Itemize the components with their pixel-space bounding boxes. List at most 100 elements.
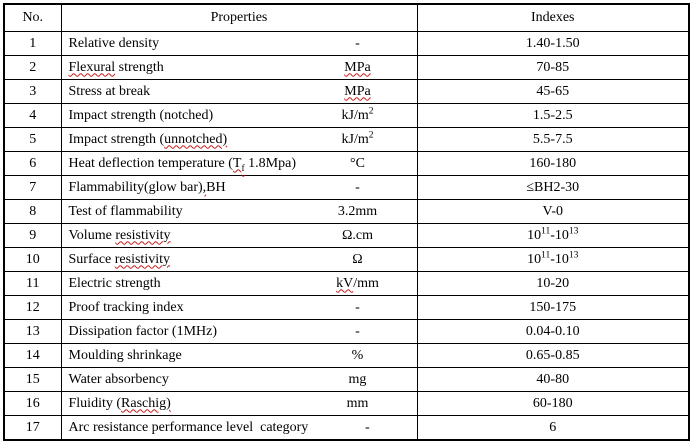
index-value: V-0 bbox=[416, 199, 690, 224]
property-cell: Impact strength (notched) kJ/m2 bbox=[60, 103, 418, 128]
text-fragment: 2 bbox=[368, 105, 374, 116]
text-fragment: Volume bbox=[68, 227, 116, 243]
text-fragment: 60-180 bbox=[532, 395, 573, 411]
property-unit: - bbox=[299, 180, 417, 196]
misspelled-text: T bbox=[232, 155, 242, 171]
row-number: 7 bbox=[3, 175, 62, 200]
property-name: Surface resistivity bbox=[62, 252, 299, 268]
property-cell: Moulding shrinkage% bbox=[60, 343, 418, 368]
property-cell: Flexural strength MPa bbox=[60, 55, 418, 80]
text-fragment: Impact strength ( bbox=[68, 131, 165, 147]
misspelled-text: f bbox=[241, 163, 245, 174]
row-number: 13 bbox=[3, 319, 62, 344]
table-row: 9 Volume resistivity Ω.cm 1011-1013 bbox=[3, 223, 690, 248]
property-unit: - bbox=[299, 300, 417, 316]
property-unit: 3.2mm bbox=[299, 204, 417, 220]
index-value: 70-85 bbox=[416, 55, 690, 80]
text-fragment: 160-180 bbox=[529, 155, 577, 171]
header-row: No. Properties Indexes bbox=[3, 3, 690, 32]
table-row: 16 Fluidity (Raschig) mm 60-180 bbox=[3, 391, 690, 416]
property-unit: mg bbox=[299, 372, 417, 388]
property-unit: °C bbox=[299, 156, 417, 172]
index-value: 1.40-1.50 bbox=[416, 31, 690, 56]
text-fragment: Arc resistance performance level categor… bbox=[68, 419, 309, 435]
property-unit: kV/mm bbox=[299, 276, 417, 292]
text-fragment: 0.04-0.10 bbox=[525, 323, 580, 339]
property-name: Dissipation factor (1MHz) bbox=[62, 324, 299, 340]
index-value: 45-65 bbox=[416, 79, 690, 104]
table-row: 12 Proof tracking index - 150-175 bbox=[3, 295, 690, 320]
text-fragment: Electric strength bbox=[68, 275, 161, 291]
text-fragment: 1.40-1.50 bbox=[525, 35, 580, 51]
table-row: 11 Electric strength kV/mm 10-20 bbox=[3, 271, 690, 296]
property-name: Stress at break bbox=[62, 84, 299, 100]
index-value: 1011-1013 bbox=[416, 247, 690, 272]
text-fragment: Heat deflection temperature ( bbox=[68, 155, 233, 171]
row-number: 12 bbox=[3, 295, 62, 320]
row-number: 15 bbox=[3, 367, 62, 392]
property-cell: Arc resistance performance level categor… bbox=[60, 415, 418, 441]
property-name: Moulding shrinkage bbox=[62, 348, 299, 364]
property-name: Flexural strength bbox=[62, 60, 299, 76]
property-name: Test of flammability bbox=[62, 204, 299, 220]
text-fragment: Water absorbency bbox=[68, 371, 169, 387]
text-fragment: 150-175 bbox=[529, 299, 577, 315]
index-value: 160-180 bbox=[416, 151, 690, 176]
misspelled-text: resistivity bbox=[114, 251, 170, 267]
text-fragment: 0.65-0.85 bbox=[525, 347, 580, 363]
text-fragment: °C bbox=[350, 155, 365, 171]
index-value: 6 bbox=[416, 415, 690, 441]
index-value: 10-20 bbox=[416, 271, 690, 296]
header-no: No. bbox=[3, 3, 62, 32]
property-name: Water absorbency bbox=[62, 372, 299, 388]
property-name: Impact strength (notched) bbox=[62, 108, 299, 124]
table-row: 8 Test of flammability 3.2mm V-0 bbox=[3, 199, 690, 224]
row-number: 4 bbox=[3, 103, 62, 128]
page: { "colors": { "background": "#ffffff", "… bbox=[0, 3, 693, 448]
property-name: Proof tracking index bbox=[62, 300, 299, 316]
text-fragment: 1.5-2.5 bbox=[532, 107, 573, 123]
text-fragment: mm bbox=[346, 395, 369, 411]
property-unit: MPa bbox=[299, 60, 417, 76]
property-cell: Electric strength kV/mm bbox=[60, 271, 418, 296]
text-fragment: - bbox=[364, 419, 370, 435]
property-name: Electric strength bbox=[62, 276, 299, 292]
text-fragment: mg bbox=[348, 371, 367, 387]
table-body: 1 Relative density - 1.40-1.50 2 Flexural str… bbox=[3, 31, 690, 441]
misspelled-text: kV bbox=[336, 275, 354, 291]
text-fragment: % bbox=[351, 347, 364, 363]
properties-table: No. Properties Indexes 1 Relative density… bbox=[3, 3, 690, 441]
index-value: 5.5-7.5 bbox=[416, 127, 690, 152]
text-fragment: kJ/m bbox=[341, 107, 369, 123]
row-number: 3 bbox=[3, 79, 62, 104]
text-fragment: 1.8Mpa) bbox=[244, 155, 296, 171]
text-fragment: 10 bbox=[527, 251, 542, 267]
index-value: 40-80 bbox=[416, 367, 690, 392]
property-cell: Relative density - bbox=[60, 31, 418, 56]
table-row: 6 Heat deflection temperature (Tf 1.8Mpa)… bbox=[3, 151, 690, 176]
row-number: 5 bbox=[3, 127, 62, 152]
text-fragment: - bbox=[355, 323, 360, 339]
property-unit: - bbox=[299, 324, 417, 340]
table-row: 1 Relative density - 1.40-1.50 bbox=[3, 31, 690, 56]
text-fragment: V-0 bbox=[542, 203, 564, 219]
table-row: 4 Impact strength (notched) kJ/m2 1.5-2.5 bbox=[3, 103, 690, 128]
text-fragment: 11 bbox=[541, 225, 551, 236]
property-cell: Volume resistivity Ω.cm bbox=[60, 223, 418, 248]
header-indexes: Indexes bbox=[416, 3, 690, 32]
misspelled-text: Flexural bbox=[68, 59, 116, 75]
text-fragment: 13 bbox=[568, 225, 579, 236]
text-fragment: Ω bbox=[352, 251, 363, 267]
property-name: Impact strength (unnotched) bbox=[62, 132, 299, 148]
property-name: Heat deflection temperature (Tf 1.8Mpa) bbox=[62, 155, 299, 174]
text-fragment: Dissipation factor (1MHz) bbox=[68, 323, 218, 339]
row-number: 14 bbox=[3, 343, 62, 368]
row-number: 1 bbox=[3, 31, 62, 56]
property-cell: Water absorbency mg bbox=[60, 367, 418, 392]
text-fragment: -10 bbox=[550, 227, 569, 243]
text-fragment: 10 bbox=[527, 227, 542, 243]
text-fragment: Flammability(glow bar) bbox=[68, 179, 203, 195]
text-fragment: kJ/m bbox=[341, 131, 369, 147]
text-fragment: 6 bbox=[549, 419, 557, 435]
text-fragment: 13 bbox=[568, 249, 579, 260]
